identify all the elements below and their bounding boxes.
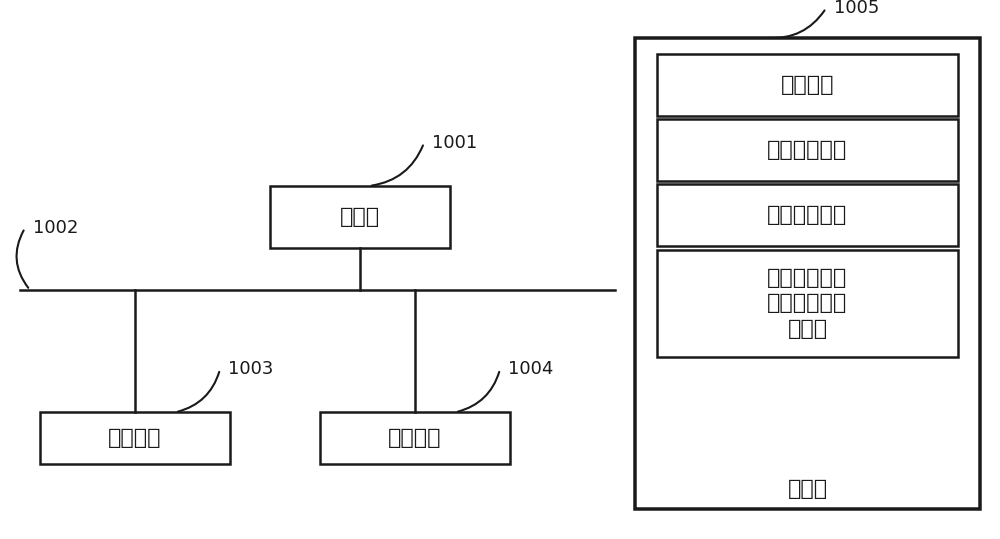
Text: 存储器: 存储器: [787, 479, 828, 499]
Text: 1003: 1003: [228, 360, 273, 378]
Text: 网络通信模块: 网络通信模块: [767, 140, 848, 160]
Text: 用户接口模块: 用户接口模块: [767, 205, 848, 225]
Bar: [40, 412, 230, 464]
Bar: [657, 184, 958, 246]
Bar: [657, 250, 958, 357]
Text: 光谱共焦位移
传感器波长计
算程序: 光谱共焦位移 传感器波长计 算程序: [767, 268, 848, 339]
Bar: [657, 119, 958, 181]
Text: 1002: 1002: [33, 219, 78, 237]
Bar: [320, 412, 510, 464]
Bar: [635, 38, 980, 509]
Text: 操作系统: 操作系统: [781, 75, 834, 95]
Bar: [270, 186, 450, 248]
Text: 1004: 1004: [508, 360, 553, 378]
Text: 1001: 1001: [432, 134, 477, 152]
Text: 1005: 1005: [834, 0, 879, 17]
Text: 用户接口: 用户接口: [108, 428, 162, 448]
Text: 网络接口: 网络接口: [388, 428, 442, 448]
Text: 处理器: 处理器: [340, 207, 380, 227]
Bar: [657, 54, 958, 116]
